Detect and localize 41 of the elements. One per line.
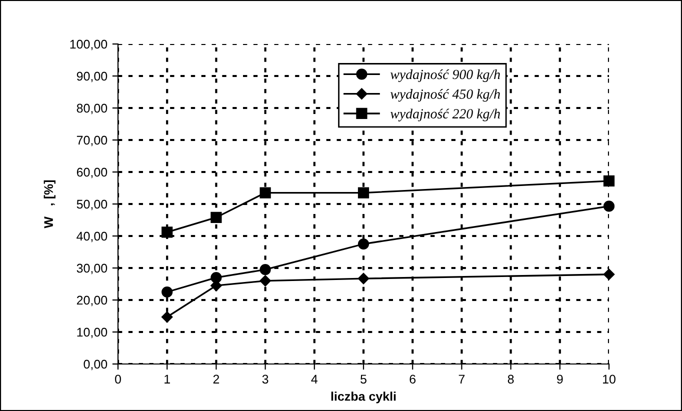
y-axis-title: W , [%]	[44, 180, 56, 228]
y-tick-label: 0,00	[84, 360, 108, 370]
y-tick-label: 20,00	[76, 296, 108, 306]
x-tick-label: 7	[458, 374, 465, 384]
point	[260, 187, 271, 198]
point	[358, 272, 370, 284]
point	[161, 311, 173, 323]
legend-label: wydajność 220 kg/h	[390, 108, 500, 122]
y-tick-label: 40,00	[76, 232, 108, 242]
point	[358, 187, 370, 198]
x-tick-label: 4	[311, 374, 318, 384]
y-tick-label: 90,00	[76, 72, 108, 82]
point	[162, 226, 173, 238]
x-tick-label: 3	[262, 374, 268, 384]
y-tick-label: 70,00	[76, 136, 108, 146]
legend-label: wydajność 900 kg/h	[390, 69, 500, 82]
x-tick-label: 5	[360, 374, 366, 384]
y-tick-label: 10,00	[77, 328, 108, 338]
point	[603, 175, 615, 187]
x-tick-label: 9	[557, 374, 563, 384]
y-tick-label: 100,00	[70, 40, 108, 50]
y-tick-label: 50,00	[76, 200, 108, 210]
point	[260, 275, 271, 286]
x-tick-label: 1	[164, 374, 170, 384]
legend-label: wydajność 450 kg/h	[390, 89, 500, 102]
point	[358, 238, 370, 250]
x-tick-label: 10	[603, 374, 616, 384]
point	[210, 272, 222, 284]
x-tick-label: 6	[410, 374, 416, 384]
point	[603, 268, 615, 280]
x-axis-title: liczba cykli	[331, 392, 396, 404]
x-tick-label: 0	[115, 374, 121, 384]
y-tick-label: 80,00	[76, 104, 108, 114]
y-tick-label: 30,00	[76, 264, 108, 274]
x-tick-label: 2	[213, 374, 220, 384]
point	[260, 264, 271, 276]
point	[603, 200, 615, 212]
y-tick-label: 60,00	[76, 168, 108, 178]
point	[162, 286, 173, 298]
x-tick-label: 8	[508, 374, 514, 384]
point	[210, 212, 222, 223]
